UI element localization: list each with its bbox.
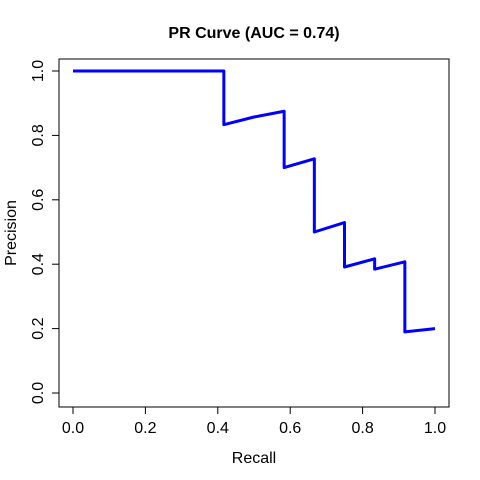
y-axis-label: Precision [3, 200, 20, 266]
y-tick-label: 0.0 [30, 382, 47, 404]
y-axis: 0.0 0.2 0.4 0.6 0.8 1.0 [30, 60, 59, 404]
y-tick-label: 0.2 [30, 317, 47, 339]
x-tick-label: 1.0 [424, 420, 446, 437]
x-tick-label: 0.2 [134, 420, 156, 437]
y-tick-label: 1.0 [30, 60, 47, 82]
plot-frame [58, 58, 450, 408]
y-tick-label: 0.8 [30, 124, 47, 146]
y-tick-label: 0.6 [30, 189, 47, 211]
x-tick-label: 0.8 [351, 420, 373, 437]
series-layer [73, 69, 436, 334]
x-tick-label: 0.0 [62, 420, 84, 437]
x-tick-label: 0.4 [207, 420, 229, 437]
chart-title: PR Curve (AUC = 0.74) [168, 25, 339, 42]
x-axis-label: Recall [232, 450, 276, 467]
x-axis: 0.0 0.2 0.4 0.6 0.8 1.0 [62, 407, 446, 437]
y-tick-label: 0.4 [30, 253, 47, 275]
x-tick-label: 0.6 [279, 420, 301, 437]
pr-curve-line [73, 69, 436, 334]
